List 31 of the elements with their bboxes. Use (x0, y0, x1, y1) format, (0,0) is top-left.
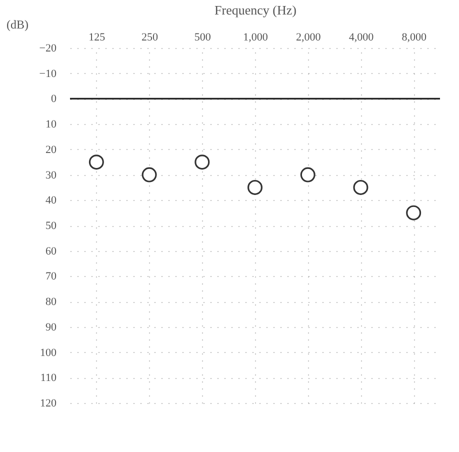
point (406, 205, 422, 220)
x-tick-label: 1,000 (243, 32, 268, 44)
y-tick-label: 100 (40, 346, 57, 359)
y-tick-label: 120 (40, 398, 57, 410)
point (142, 167, 157, 182)
y-tick-label: 0 (51, 93, 57, 106)
y-tick-label: 90 (46, 321, 57, 334)
y-tick-label: 50 (46, 220, 57, 232)
y-tick-label: 110 (40, 372, 57, 384)
y-axis-title: (dB) (6, 18, 28, 32)
x-tick-label: 4,000 (348, 32, 374, 44)
x-tick-label: 500 (194, 32, 212, 44)
point (353, 180, 368, 195)
point (247, 180, 263, 195)
point (300, 167, 316, 182)
point (88, 154, 104, 170)
point (194, 154, 210, 170)
y-tick-label: 30 (46, 169, 57, 182)
x-tick-label: 8,000 (402, 32, 427, 44)
y-tick-label: 80 (46, 296, 57, 308)
y-tick-label: 40 (46, 194, 57, 207)
x-tick-label: 250 (142, 32, 159, 44)
y-tick-label: 70 (46, 270, 57, 283)
x-tick-label: 2,000 (296, 32, 322, 44)
y-tick-label: 20 (46, 144, 57, 156)
y-tick-label: 60 (46, 245, 57, 258)
y-tick-label: −20 (39, 42, 57, 54)
y-tick-label: 10 (46, 118, 57, 131)
x-tick-label: 125 (88, 32, 106, 44)
x-axis-title: Frequency (Hz) (214, 2, 296, 18)
y-tick-label: −10 (39, 68, 57, 80)
